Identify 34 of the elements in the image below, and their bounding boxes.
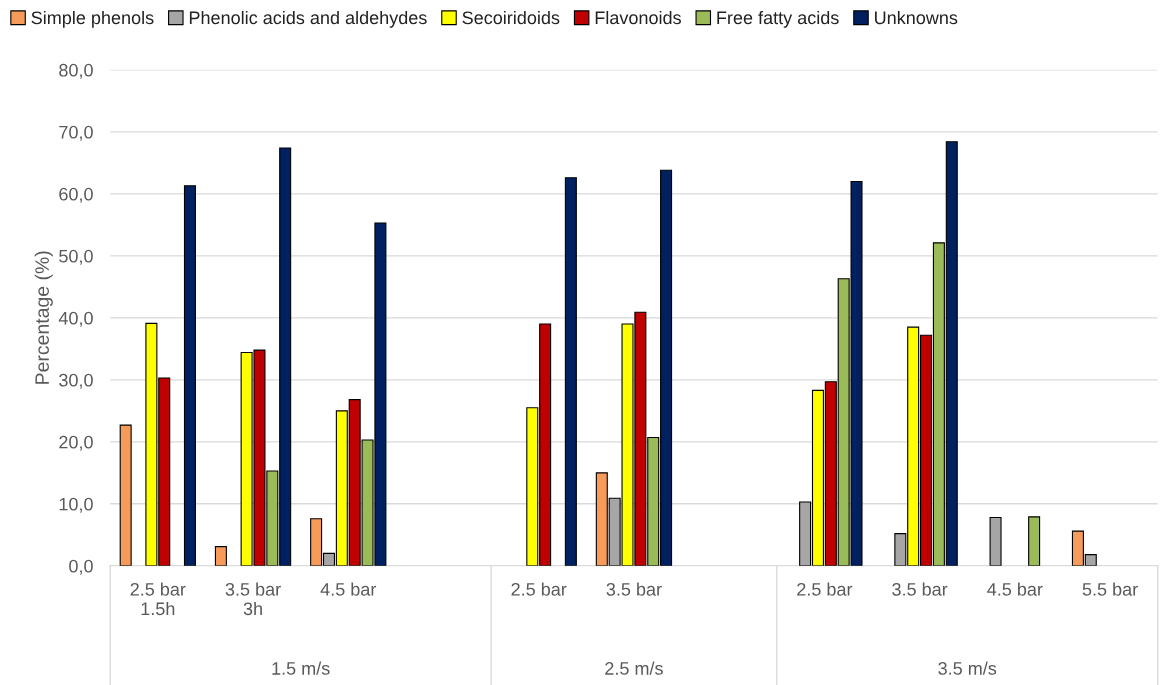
y-tick-label: 30,0 bbox=[59, 373, 93, 389]
y-tick-label: 60,0 bbox=[59, 187, 93, 203]
x-tick-label: 5.5 bar bbox=[1082, 582, 1138, 596]
y-tick-label: 20,0 bbox=[59, 435, 93, 451]
x-tick-label: 2.5 bar bbox=[797, 582, 853, 596]
y-tick-label: 40,0 bbox=[58, 311, 93, 327]
legend-label: Secoiridoids bbox=[462, 10, 560, 25]
x-tick-label: 2.5 bar bbox=[511, 582, 567, 596]
y-tick-label: 80,0 bbox=[59, 63, 93, 79]
x-tick-label: 3.5 bar 3h bbox=[225, 582, 281, 616]
text: 2.5 m/s bbox=[605, 661, 663, 675]
bar bbox=[214, 546, 227, 566]
x-tick-label: 3.5 bar bbox=[606, 582, 662, 596]
x-tick-label: 4.5 bar bbox=[320, 582, 377, 596]
y-axis-title: Percentage (%) bbox=[34, 251, 53, 384]
bar bbox=[989, 516, 1002, 566]
bar bbox=[1028, 516, 1041, 566]
x-tick-label: 4.5 bar bbox=[987, 582, 1043, 596]
y-tick-label: 0,0 bbox=[69, 559, 93, 575]
y-tick-label: 50,0 bbox=[59, 249, 93, 265]
bar bbox=[564, 177, 577, 566]
legend-label: Flavonoids bbox=[595, 10, 681, 25]
bar bbox=[119, 424, 132, 566]
legend-label: Phenolic acids and aldehydes bbox=[189, 10, 427, 28]
y-tick-label: 70,0 bbox=[59, 125, 93, 141]
bar bbox=[183, 185, 196, 566]
x-tick-label: 3.5 bar bbox=[892, 582, 948, 596]
legend-label: Simple phenols bbox=[31, 10, 154, 28]
y-tick-label: 10,0 bbox=[59, 497, 93, 513]
text: 3.5 m/s bbox=[938, 661, 997, 675]
text: 1.5 m/s bbox=[272, 661, 330, 675]
x-tick-label: 2.5 bar 1.5h bbox=[130, 582, 186, 616]
legend-label: Unknowns bbox=[875, 10, 958, 25]
legend-label: Free fatty acids bbox=[717, 10, 839, 28]
